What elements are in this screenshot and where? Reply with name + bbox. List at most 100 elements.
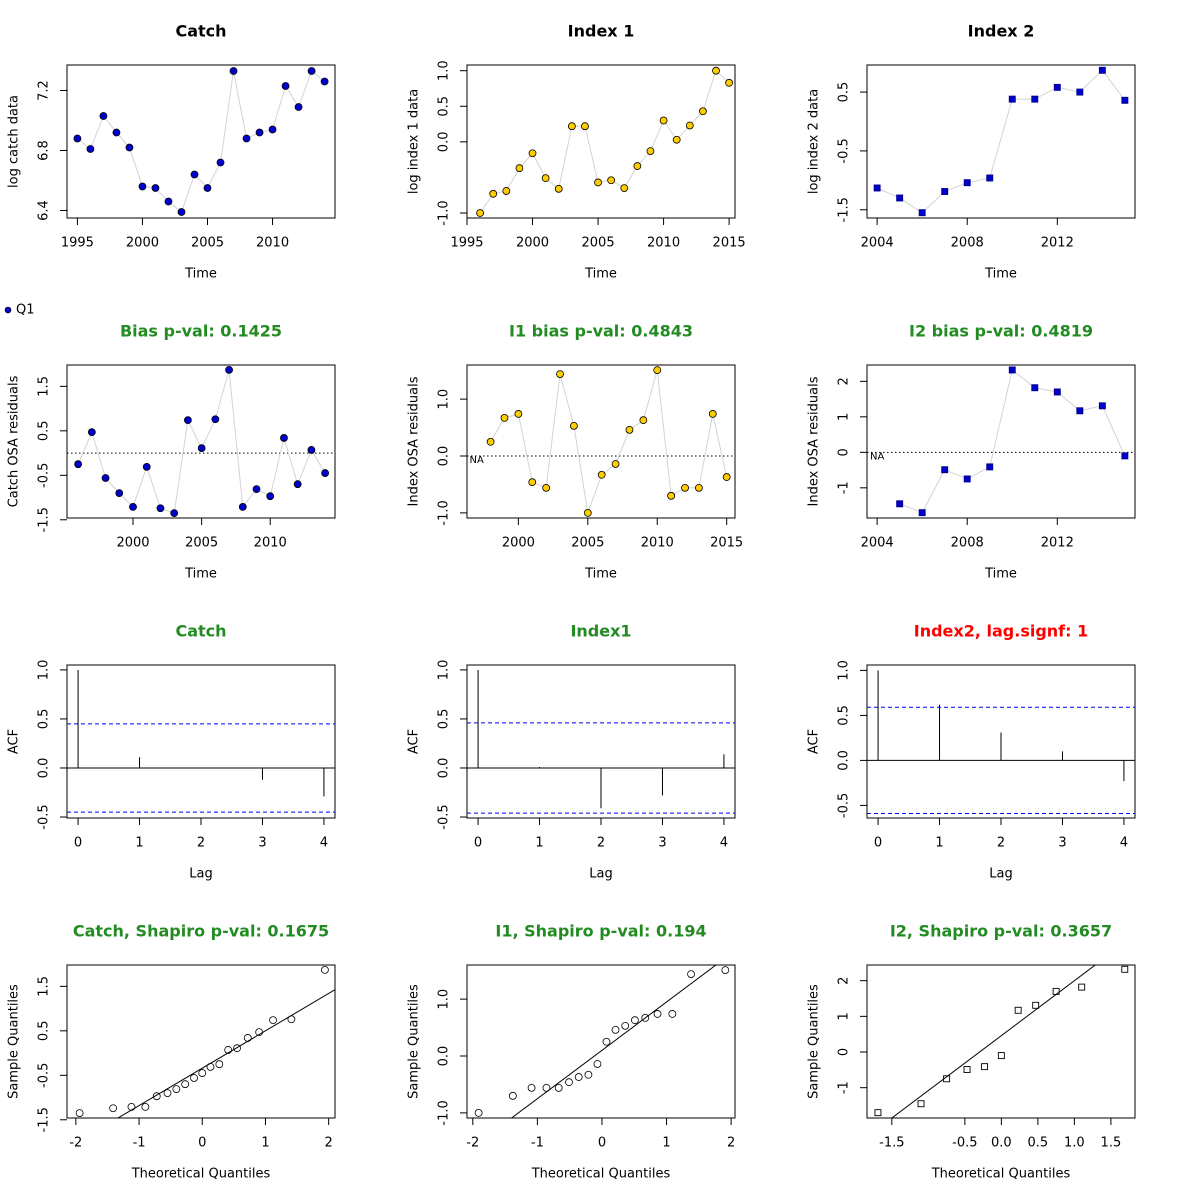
point bbox=[986, 174, 994, 182]
x-axis-title: Time bbox=[584, 267, 617, 282]
point bbox=[515, 164, 524, 173]
panel-title: I2, Shapiro p-val: 0.3657 bbox=[890, 922, 1112, 941]
point bbox=[659, 116, 668, 125]
point bbox=[570, 421, 578, 430]
x-tick-label: 2010 bbox=[641, 536, 674, 551]
point bbox=[633, 162, 642, 170]
plot-area bbox=[890, 965, 1097, 1118]
point bbox=[242, 134, 251, 143]
point bbox=[177, 208, 186, 216]
point bbox=[528, 149, 537, 158]
point bbox=[489, 189, 498, 198]
point bbox=[112, 128, 121, 137]
point bbox=[151, 184, 160, 192]
plot-area bbox=[867, 670, 1135, 814]
panel: Index 2 Time log index 2 data 2004 2008 2012 -… bbox=[807, 22, 1136, 282]
series-line bbox=[77, 70, 325, 213]
y-axis-title: ACF bbox=[7, 729, 22, 754]
panel: I1, Shapiro p-val: 0.194 Theoretical Quan… bbox=[407, 922, 736, 1182]
x-tick-label: 2005 bbox=[191, 236, 224, 251]
y-tick-label: -0.5 bbox=[37, 804, 52, 829]
x-tick-label: 1995 bbox=[61, 236, 94, 251]
y-tick-label: 1.0 bbox=[437, 660, 452, 681]
point bbox=[997, 1052, 1005, 1060]
point bbox=[183, 416, 192, 425]
point bbox=[211, 415, 220, 424]
point bbox=[593, 1060, 602, 1068]
point bbox=[73, 134, 82, 143]
point bbox=[611, 460, 620, 468]
series-line bbox=[490, 369, 728, 515]
x-tick-label: 3 bbox=[258, 836, 266, 851]
point bbox=[138, 182, 147, 191]
x-axis-title: Time bbox=[584, 567, 617, 582]
y-tick-label: 0.0 bbox=[837, 750, 852, 771]
point bbox=[1014, 1006, 1022, 1014]
point bbox=[233, 1044, 241, 1053]
y-tick-label: 0.0 bbox=[437, 1046, 452, 1067]
y-tick-label: 1.5 bbox=[37, 976, 52, 997]
point bbox=[266, 492, 275, 501]
panel-title: I1, Shapiro p-val: 0.194 bbox=[495, 922, 706, 941]
panel-title: I2 bias p-val: 0.4819 bbox=[909, 322, 1093, 341]
x-tick-label: 0.0 bbox=[991, 1136, 1012, 1151]
x-axis-title: Lag bbox=[589, 867, 612, 882]
x-tick-label: 2012 bbox=[1041, 536, 1074, 551]
y-tick-label: 6.4 bbox=[37, 200, 52, 221]
y-axis-title: ACF bbox=[407, 729, 422, 754]
series-line bbox=[899, 369, 1126, 514]
point bbox=[152, 1092, 161, 1101]
point bbox=[1052, 987, 1060, 995]
point bbox=[1008, 366, 1016, 374]
plot-box bbox=[866, 964, 1136, 1119]
point bbox=[164, 197, 173, 206]
plot-area bbox=[467, 669, 735, 814]
y-tick-label: -0.5 bbox=[437, 804, 452, 829]
x-tick-label: 4 bbox=[720, 836, 728, 851]
point bbox=[141, 1102, 150, 1111]
point bbox=[1031, 384, 1039, 392]
x-tick-label: 0 bbox=[474, 836, 482, 851]
x-tick-label: 0 bbox=[874, 836, 882, 851]
point bbox=[197, 444, 206, 453]
point bbox=[607, 176, 616, 185]
x-axis-title: Theoretical Quantiles bbox=[131, 1167, 271, 1182]
x-axis-title: Time bbox=[984, 567, 1017, 582]
plot-box bbox=[866, 364, 1136, 519]
point bbox=[963, 1066, 971, 1073]
point bbox=[646, 147, 655, 156]
point bbox=[115, 489, 124, 497]
point bbox=[109, 1104, 118, 1113]
panel-title: Catch bbox=[175, 622, 226, 641]
point bbox=[294, 103, 303, 111]
panel: I2 bias p-val: 0.4819 Time Index OSA resid… bbox=[807, 322, 1136, 582]
point bbox=[611, 1025, 620, 1034]
x-tick-label: 2 bbox=[997, 836, 1005, 851]
x-axis-title: Theoretical Quantiles bbox=[531, 1167, 671, 1182]
point bbox=[101, 474, 110, 482]
x-tick-label: -1.5 bbox=[879, 1136, 904, 1151]
point bbox=[75, 1109, 84, 1118]
y-tick-label: 2 bbox=[837, 977, 852, 985]
panel: Catch, Shapiro p-val: 0.1675 Theoretical … bbox=[7, 922, 336, 1182]
point bbox=[172, 1085, 181, 1093]
x-axis-title: Time bbox=[984, 267, 1017, 282]
point bbox=[1098, 66, 1106, 74]
point bbox=[621, 1021, 630, 1030]
point bbox=[1008, 95, 1016, 103]
legend-marker bbox=[4, 306, 12, 314]
y-tick-label: -1 bbox=[837, 481, 852, 494]
point bbox=[280, 434, 288, 442]
point bbox=[639, 416, 648, 425]
point bbox=[500, 413, 509, 422]
na-label: NA bbox=[870, 451, 884, 462]
x-tick-label: 2015 bbox=[710, 536, 743, 551]
x-tick-label: 2005 bbox=[582, 236, 615, 251]
y-tick-label: 0.5 bbox=[837, 705, 852, 726]
point bbox=[307, 67, 316, 75]
y-axis-title: log index 1 data bbox=[407, 89, 422, 194]
y-tick-label: 1.0 bbox=[437, 989, 452, 1010]
point bbox=[243, 1034, 252, 1042]
